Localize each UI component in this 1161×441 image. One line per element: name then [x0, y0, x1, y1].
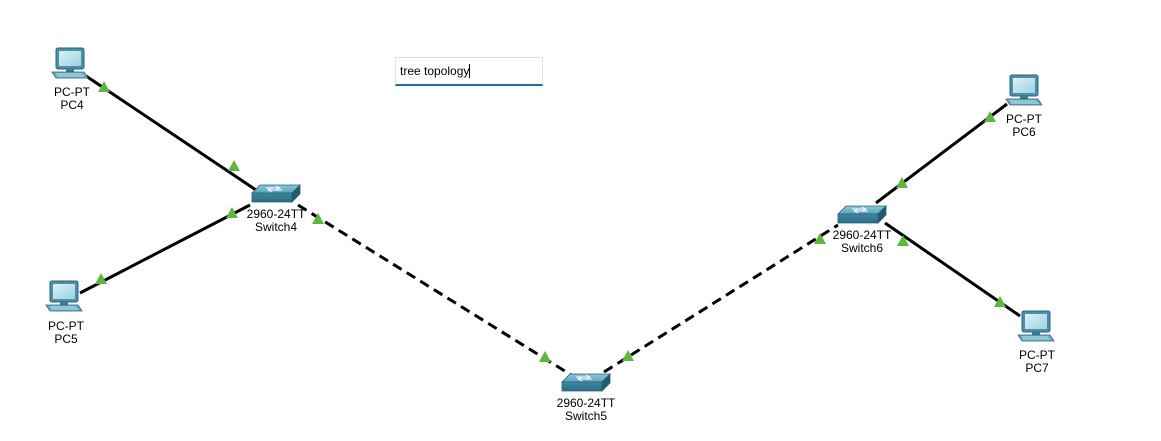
device-label-switch4[interactable]: 2960-24TT Switch4 [247, 208, 306, 234]
network-switch-icon[interactable] [837, 205, 887, 224]
device-name: PC7 [1025, 361, 1049, 375]
device-name: Switch6 [840, 241, 884, 255]
device-label-switch5[interactable]: 2960-24TT Switch5 [557, 397, 616, 423]
network-switch-icon[interactable] [561, 373, 611, 392]
device-name: Switch4 [254, 220, 298, 234]
device-model: 2960-24TT [246, 207, 306, 221]
link-pc4-switch4[interactable] [85, 74, 257, 192]
network-switch-icon[interactable] [251, 184, 301, 203]
topology-note-text[interactable]: tree topology [400, 64, 470, 78]
link-up-triangle-icon [539, 351, 551, 362]
links [79, 74, 1021, 380]
text-caret [469, 64, 471, 78]
desktop-pc-icon[interactable] [1005, 74, 1043, 106]
device-label-pc7[interactable]: PC-PT PC7 [1019, 349, 1055, 375]
device-label-pc4[interactable]: PC-PT PC4 [54, 86, 90, 112]
device-label-pc5[interactable]: PC-PT PC5 [48, 320, 84, 346]
device-model: PC-PT [48, 319, 84, 333]
device-name: PC5 [54, 332, 78, 346]
link-up-triangle-icon [228, 160, 240, 171]
device-label-pc6[interactable]: PC-PT PC6 [1006, 113, 1042, 139]
desktop-pc-icon[interactable] [45, 280, 83, 312]
device-model: PC-PT [1006, 112, 1042, 126]
device-model: PC-PT [1019, 348, 1055, 362]
device-name: PC6 [1012, 125, 1036, 139]
device-name: PC4 [60, 98, 84, 112]
device-model: 2960-24TT [832, 228, 892, 242]
device-label-switch6[interactable]: 2960-24TT Switch6 [833, 229, 892, 255]
topology-note[interactable]: tree topology [395, 57, 543, 86]
link-switch5-switch6[interactable] [603, 223, 839, 374]
link-switch4-switch5[interactable] [297, 203, 577, 380]
device-model: PC-PT [54, 85, 90, 99]
desktop-pc-icon[interactable] [51, 47, 89, 79]
link-pc5-switch4[interactable] [79, 203, 251, 295]
desktop-pc-icon[interactable] [1017, 310, 1055, 342]
link-pc7-switch6[interactable] [884, 221, 1021, 318]
device-name: Switch5 [564, 409, 608, 423]
device-model: 2960-24TT [556, 396, 616, 410]
